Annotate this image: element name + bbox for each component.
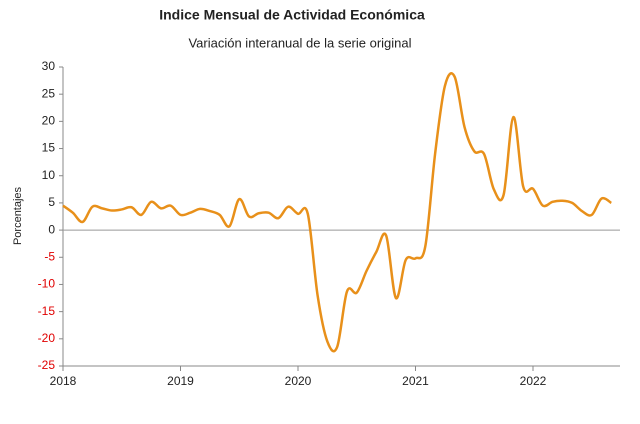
x-tick-label: 2018 (50, 374, 77, 388)
y-tick-label: -5 (44, 249, 55, 263)
chart-title: Indice Mensual de Actividad Económica (159, 7, 425, 23)
y-axis-label: Porcentajes (12, 186, 24, 245)
y-tick-label: 30 (42, 59, 56, 73)
y-tick-label: -20 (38, 331, 56, 345)
x-tick-label: 2022 (520, 374, 547, 388)
y-tick-label: -25 (38, 358, 56, 372)
y-tick-label: 25 (42, 86, 56, 100)
y-tick-label: 0 (48, 222, 55, 236)
y-tick-label: -10 (38, 277, 56, 291)
y-tick-label: 15 (42, 141, 56, 155)
x-tick-label: 2020 (285, 374, 312, 388)
x-tick-label: 2021 (402, 374, 429, 388)
y-tick-label: 5 (48, 195, 55, 209)
chart-subtitle: Variación interanual de la serie origina… (188, 35, 411, 50)
y-tick-label: 10 (42, 168, 56, 182)
series-line (62, 72, 612, 353)
y-tick-label: -15 (38, 304, 56, 318)
y-tick-label: 20 (42, 114, 56, 128)
x-tick-label: 2019 (167, 374, 194, 388)
